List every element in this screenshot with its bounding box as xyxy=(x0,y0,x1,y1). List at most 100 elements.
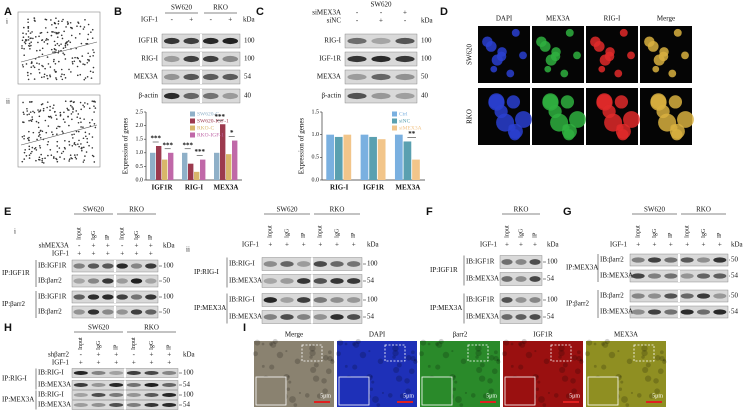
scatter-dot xyxy=(35,120,38,123)
sign: + xyxy=(318,241,322,249)
blot-band xyxy=(680,273,694,279)
bar xyxy=(162,159,168,180)
scatter-dot xyxy=(38,144,41,147)
scatter-dot xyxy=(21,47,23,50)
ib-label: IB:βarr2 xyxy=(38,308,62,316)
scatter-dot xyxy=(71,27,73,30)
bar xyxy=(403,141,412,180)
scatter-dot xyxy=(62,18,64,21)
bar xyxy=(334,136,343,180)
cell xyxy=(593,40,605,52)
scatter-dot xyxy=(38,156,41,159)
tissue-texture xyxy=(559,366,566,373)
cell xyxy=(544,65,552,73)
column-label: MEX3A xyxy=(546,15,570,23)
x-tick-label: MEX3A xyxy=(214,184,239,192)
lane-label: IgG xyxy=(701,228,707,238)
scatter-dot xyxy=(88,60,90,62)
tissue-texture xyxy=(316,393,323,399)
scatter-dot xyxy=(30,119,32,122)
ip-label: IP:βarr2 xyxy=(566,300,589,308)
blot-band xyxy=(631,293,645,299)
cell xyxy=(668,69,677,78)
bar xyxy=(200,159,206,180)
blot-band xyxy=(87,294,100,300)
scatter-dot xyxy=(49,148,52,151)
scatter-dot xyxy=(23,26,25,29)
cell xyxy=(623,111,640,128)
blot-band xyxy=(73,393,88,397)
sign: + xyxy=(718,241,722,249)
tissue-texture xyxy=(536,375,539,378)
blot-band xyxy=(73,371,88,375)
ib-label: IB:MEX3A xyxy=(229,277,262,285)
cell xyxy=(619,28,628,37)
blot-band xyxy=(91,371,106,375)
scatter-dot xyxy=(27,30,30,32)
scatter-dot xyxy=(44,119,47,122)
sign: + xyxy=(92,242,96,250)
scatter-dot xyxy=(92,54,94,57)
scatter-dot xyxy=(66,41,68,43)
cell xyxy=(550,51,561,62)
scatter-dot xyxy=(23,48,25,50)
blot-gap xyxy=(114,275,116,287)
group-label: RKO xyxy=(213,4,228,12)
scatter-dot xyxy=(74,37,77,39)
scatter-dot xyxy=(58,125,61,128)
scatter-dot xyxy=(60,34,63,37)
scatter-dot xyxy=(64,100,67,103)
blot-band xyxy=(395,73,415,81)
scatter-dot xyxy=(55,118,58,120)
scatter-dot xyxy=(77,143,79,145)
bar xyxy=(326,134,335,180)
scatter-dot xyxy=(92,100,95,103)
blot-gap xyxy=(114,260,116,272)
scatter-dot xyxy=(36,62,38,64)
scatter-dot xyxy=(80,121,82,123)
significance: * xyxy=(230,129,234,137)
tissue-texture xyxy=(475,345,482,352)
scatter-dot xyxy=(85,151,88,153)
scatter-dot xyxy=(27,78,30,81)
scatter-dot xyxy=(53,22,56,25)
treatment-label: shMEX3A xyxy=(39,242,69,250)
ip-label: IP:IGF1R xyxy=(430,266,458,274)
scale-label: 5μm xyxy=(569,393,580,399)
tissue-texture xyxy=(408,368,415,375)
tissue-texture xyxy=(648,393,655,399)
blot-band xyxy=(145,263,157,269)
scatter-dot xyxy=(51,131,53,133)
scatter-dot xyxy=(37,126,40,129)
kda-unit: kDa xyxy=(731,241,744,249)
scatter-dot xyxy=(69,104,72,107)
blot-gap xyxy=(678,270,680,282)
tissue-texture xyxy=(625,403,630,407)
scatter-dot xyxy=(92,155,95,158)
significance: *** xyxy=(182,141,193,149)
scatter-dot xyxy=(64,58,67,60)
significance: *** xyxy=(194,148,205,156)
blot-band xyxy=(183,55,200,63)
ib-label: IB:IGF1R xyxy=(38,293,67,301)
scatter-dot xyxy=(45,18,48,21)
scatter-dot xyxy=(71,57,74,59)
scatter-dot xyxy=(29,111,32,113)
tissue-texture xyxy=(464,391,468,395)
tissue-texture xyxy=(538,396,545,403)
column-label: RIG-I xyxy=(604,15,621,23)
scatter-dot xyxy=(55,127,58,130)
tissue-texture xyxy=(571,388,577,395)
blot-gap xyxy=(124,390,126,400)
blot-band xyxy=(126,383,141,387)
scatter-dot xyxy=(79,25,82,28)
kda-unit: kDa xyxy=(243,16,256,24)
scatter-dot xyxy=(89,55,91,58)
scatter-dot xyxy=(66,21,69,23)
scatter-dot xyxy=(31,150,33,153)
scatter-dot xyxy=(92,66,95,69)
scatter-dot xyxy=(62,150,65,153)
tissue-texture xyxy=(387,393,393,398)
scatter-dot xyxy=(39,32,42,34)
blot-band xyxy=(297,261,311,267)
